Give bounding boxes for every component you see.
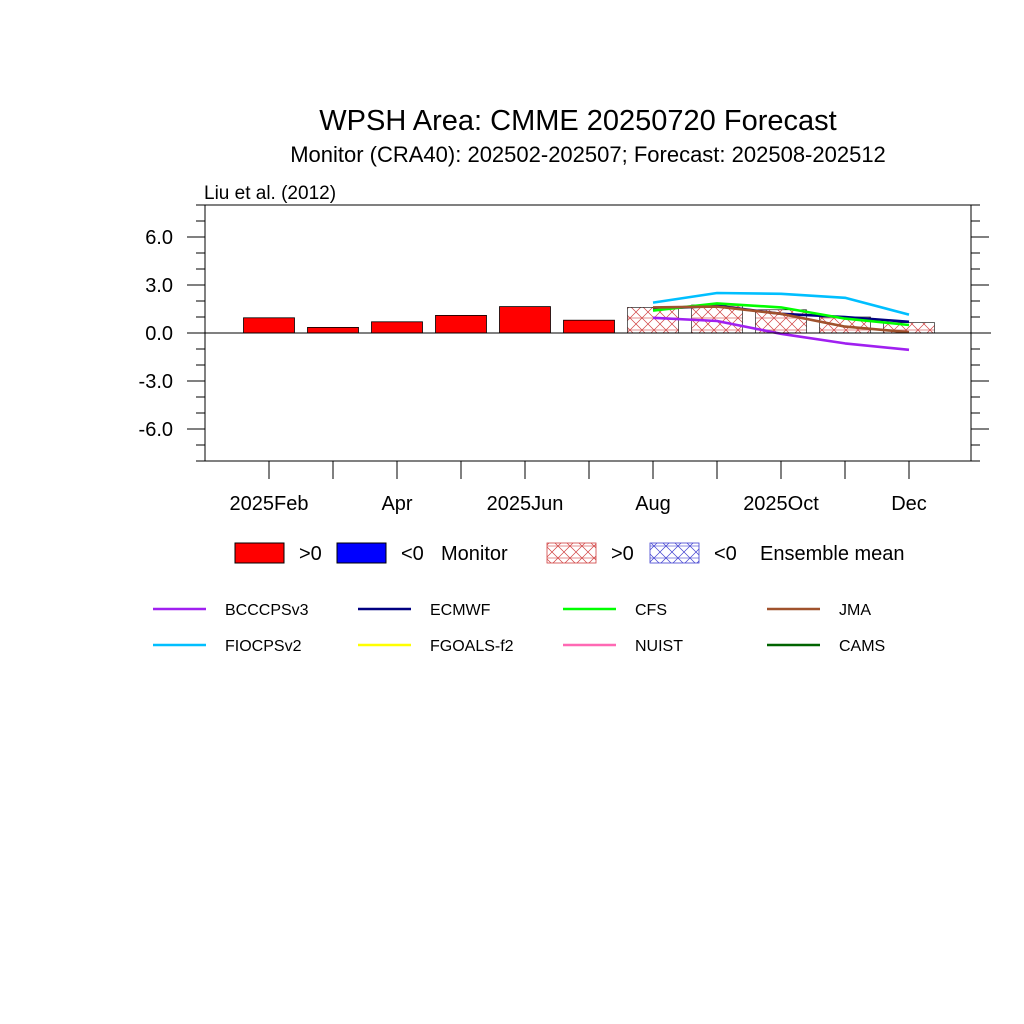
legend-models: BCCCPSv3 ECMWF CFS JMA FIOCPSv2 FGOALS-f2 NUIS… [153, 602, 885, 655]
series-lines [652, 291, 910, 352]
legend-label-ecmwf: ECMWF [430, 602, 491, 619]
legend-label-fgoals-f2: FGOALS-f2 [430, 638, 514, 655]
legend-monitor-pos-label: >0 [299, 543, 322, 565]
monitor-bar [371, 321, 423, 334]
legend-ensemble-label: Ensemble mean [760, 543, 905, 565]
monitor-bar [307, 326, 359, 334]
y-axis: 6.0 3.0 0.0 -3.0 -6.0 [139, 204, 989, 462]
x-tick-label: 2025Feb [230, 493, 309, 515]
monitor-bar [563, 319, 615, 334]
legend-monitor-neg-swatch [336, 542, 387, 564]
bars [243, 304, 935, 334]
x-tick-label: 2025Oct [743, 493, 819, 515]
series-line-jma [652, 305, 910, 334]
x-tick-label: Dec [891, 493, 927, 515]
y-tick-label: 6.0 [145, 227, 173, 249]
legend-ensemble-neg-swatch [649, 542, 700, 564]
legend-label-bcccpsv3: BCCCPSv3 [225, 602, 309, 619]
y-tick-label: 3.0 [145, 275, 173, 297]
legend-top: >0 <0 Monitor >0 <0 Ensemble mean [234, 542, 905, 565]
legend-monitor-neg-label: <0 [401, 543, 424, 565]
x-tick-label: Apr [381, 493, 412, 515]
y-tick-label: -3.0 [139, 371, 173, 393]
legend-ensemble-neg-label: <0 [714, 543, 737, 565]
legend-label-jma: JMA [839, 602, 871, 619]
legend-label-cams: CAMS [839, 638, 885, 655]
series-line-bcccpsv3 [652, 316, 910, 352]
legend-monitor-label: Monitor [441, 543, 508, 565]
chart-annotation: Liu et al. (2012) [204, 183, 336, 204]
chart-subtitle: Monitor (CRA40): 202502-202507; Forecast… [290, 142, 886, 167]
legend-ensemble-pos-swatch [546, 542, 597, 564]
x-tick-label: Aug [635, 493, 671, 515]
x-axis: 2025Feb Apr 2025Jun Aug 2025Oct Dec [230, 461, 927, 515]
series-line-fiocpsv2 [652, 291, 910, 316]
monitor-bar [243, 317, 295, 334]
legend-label-fiocpsv2: FIOCPSv2 [225, 638, 302, 655]
monitor-bar [435, 314, 487, 334]
y-tick-label: -6.0 [139, 419, 173, 441]
legend-monitor-pos-swatch [234, 542, 285, 564]
ensemble-bar [627, 307, 679, 334]
legend-label-nuist: NUIST [635, 638, 683, 655]
x-tick-label: 2025Jun [487, 493, 564, 515]
legend-label-cfs: CFS [635, 602, 667, 619]
monitor-bar [499, 306, 551, 334]
y-tick-label: 0.0 [145, 323, 173, 345]
chart-title: WPSH Area: CMME 20250720 Forecast [319, 105, 836, 137]
legend-ensemble-pos-label: >0 [611, 543, 634, 565]
